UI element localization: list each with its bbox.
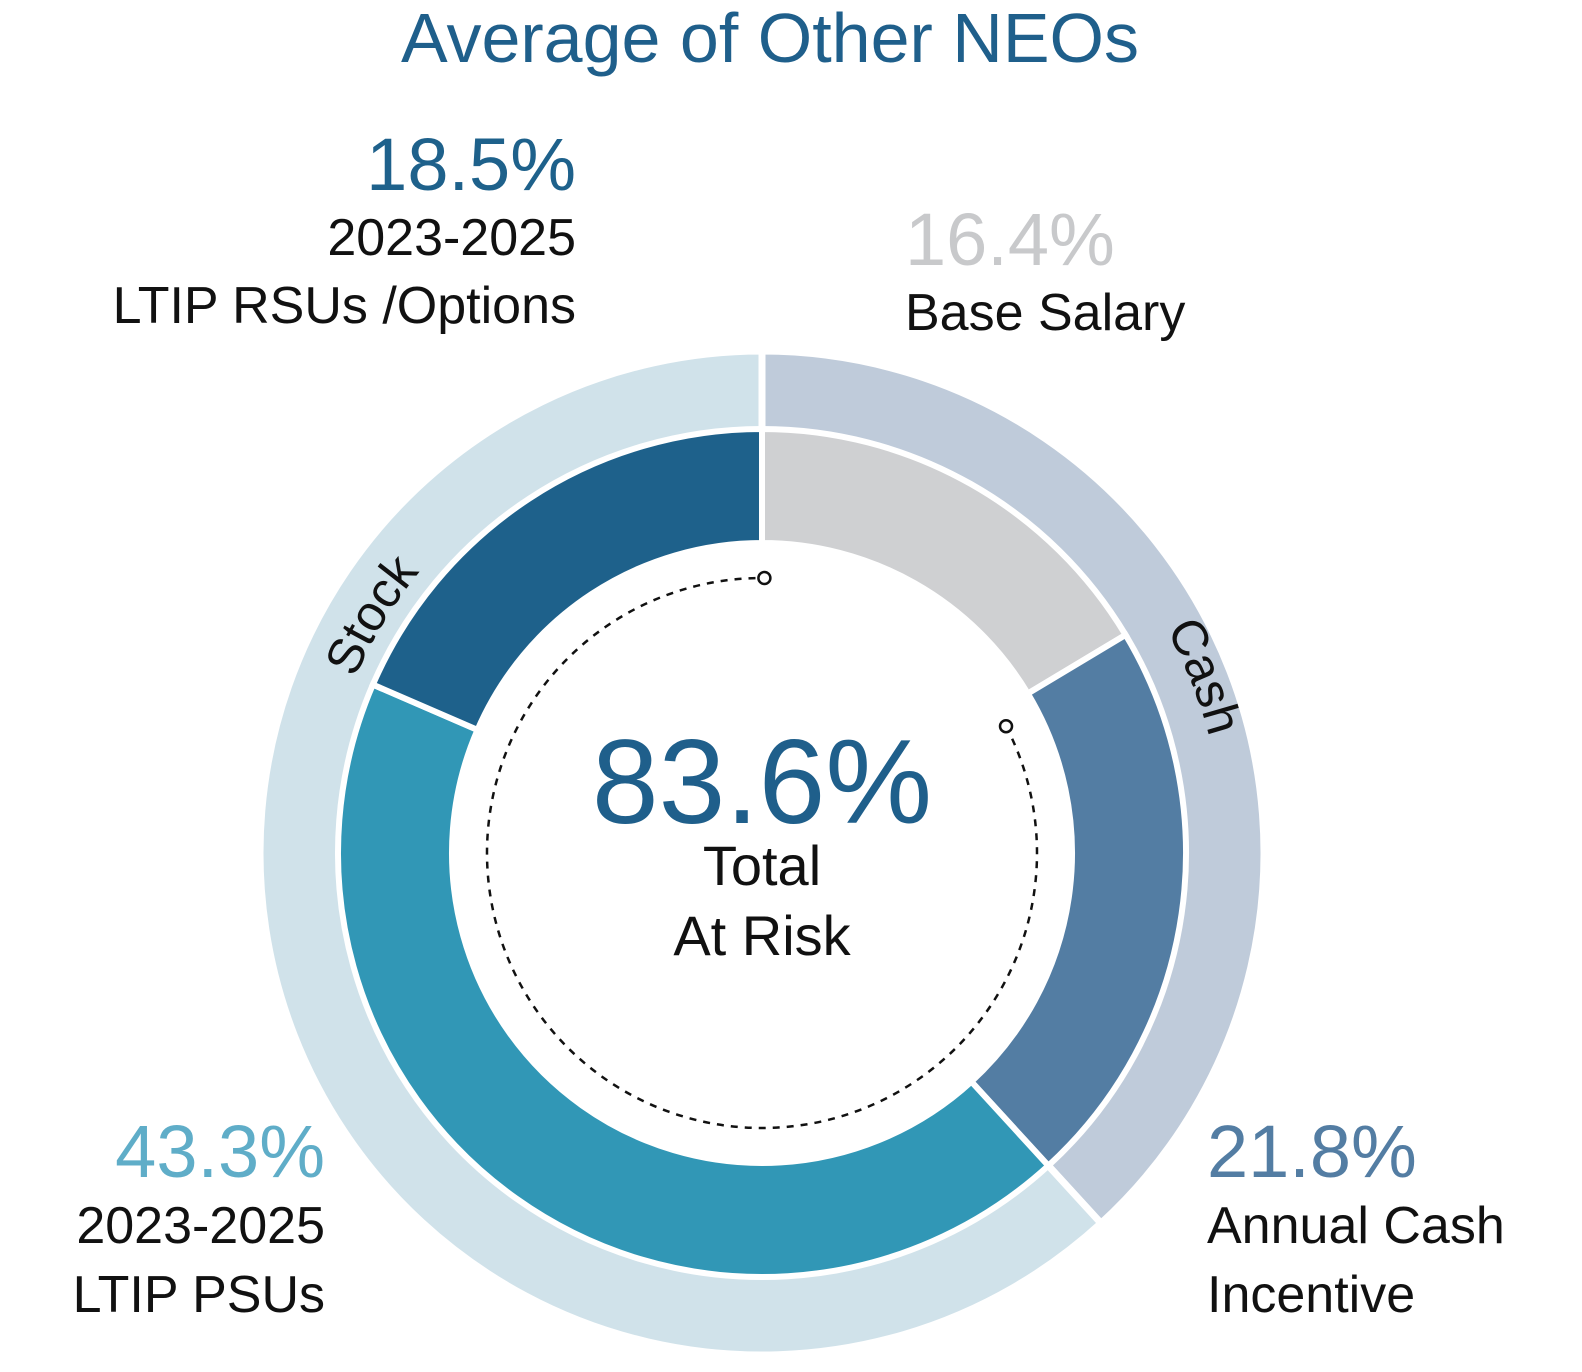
slice-label-annual-cash-incentive-line-2: Incentive [1207,1266,1415,1324]
inner-ring-slice-2023-2025-ltip-psus [335,680,1053,1280]
at-risk-arc-end-marker [757,570,772,586]
slice-value-base-salary: 16.4% [905,198,1115,281]
center-label-total: Total [703,834,821,897]
at-risk-indicator [485,570,1039,1130]
at-risk-dashed-arc [485,576,1039,1130]
slice-label-2023-2025-ltip-psus-line-2: LTIP PSUs [73,1266,325,1324]
slice-label-annual-cash-incentive-line-1: Annual Cash [1207,1197,1505,1255]
at-risk-arc-start-marker [998,718,1014,734]
center-total-value: 83.6% [592,715,932,849]
slice-label-base-salary-line-1: Base Salary [905,284,1185,342]
center-label-at-risk: At Risk [673,904,851,967]
slice-value-annual-cash-incentive: 21.8% [1207,1110,1417,1193]
slice-label-2023-2025-ltip-psus-line-1: 2023-2025 [76,1197,325,1255]
slice-labels: 16.4%Base Salary 21.8%Annual Cash Incentiv… [73,123,1505,1324]
inner-ring-slice-annual-cash-incentive [967,630,1189,1170]
inner-ring-slice-2023-2025-ltip-rsus-options [368,425,765,734]
chart-title: Average of Other NEOs [401,0,1139,77]
slice-value-2023-2025-ltip-rsus-options: 18.5% [366,123,576,206]
slice-value-2023-2025-ltip-psus: 43.3% [115,1110,325,1193]
slice-label-2023-2025-ltip-rsus-options-line-1: 2023-2025 [327,209,576,267]
slice-label-2023-2025-ltip-rsus-options-line-2: LTIP RSUs /Options [113,277,576,335]
inner-ring [335,425,1189,1280]
